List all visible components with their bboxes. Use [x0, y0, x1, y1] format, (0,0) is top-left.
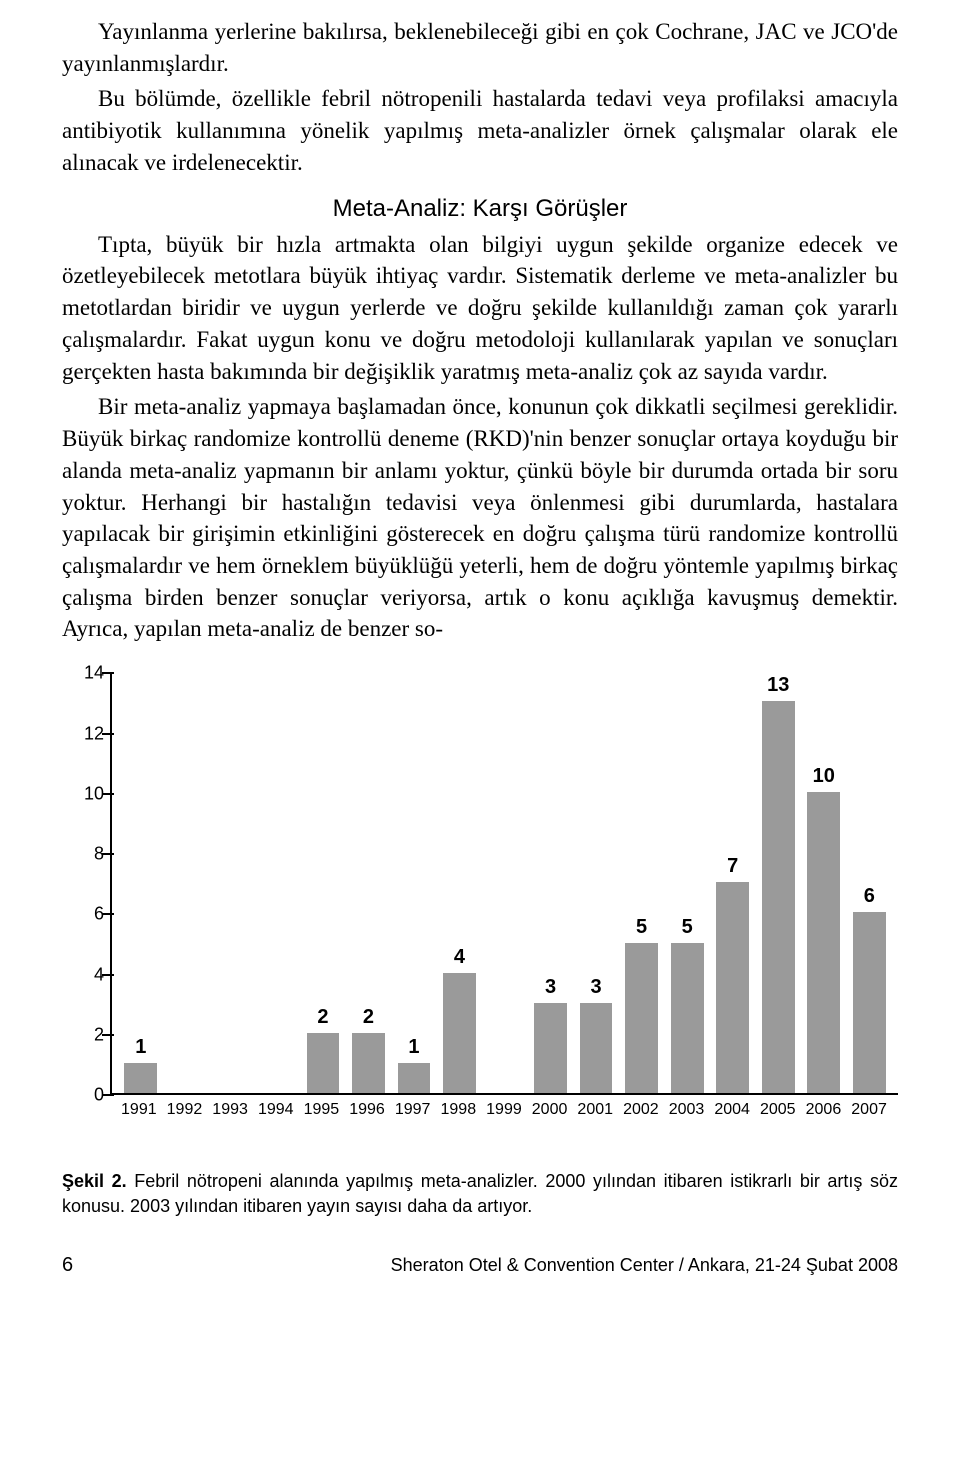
chart-y-label: 0	[68, 1085, 104, 1106]
chart-bar	[534, 1003, 567, 1093]
chart-bars-container: 1 2 2 1 4 3 3 5 5 7 13 10 6	[112, 673, 898, 1093]
paragraph-1: Yayınlanma yerlerine bakılırsa, bekleneb…	[62, 16, 898, 79]
page-footer: 6 Sheraton Otel & Convention Center / An…	[62, 1254, 898, 1277]
chart-plot-area: 122143355713106 02468101214	[110, 673, 898, 1095]
chart-x-label: 2007	[846, 1095, 892, 1123]
figure-caption: Şekil 2. Febril nötropeni alanında yapıl…	[62, 1169, 898, 1219]
chart-bar	[853, 912, 886, 1093]
chart-x-label: 2003	[664, 1095, 710, 1123]
chart-y-label: 6	[68, 904, 104, 925]
page-root: Yayınlanma yerlerine bakılırsa, bekleneb…	[0, 0, 960, 1297]
chart-bar-slot: 2	[300, 673, 346, 1093]
chart-x-label: 2004	[709, 1095, 755, 1123]
chart-x-label: 1991	[116, 1095, 162, 1123]
chart-bar-slot: 5	[619, 673, 665, 1093]
chart-bar-value-label: 3	[545, 976, 556, 999]
chart-x-label: 1999	[481, 1095, 527, 1123]
chart-bar-slot: 3	[528, 673, 574, 1093]
chart-bar-slot: 4	[437, 673, 483, 1093]
paragraph-2: Bu bölümde, özellikle febril nötropenili…	[62, 83, 898, 178]
chart-x-label: 2006	[801, 1095, 847, 1123]
footer-venue: Sheraton Otel & Convention Center / Anka…	[391, 1255, 898, 1276]
chart-bar-value-label: 1	[408, 1036, 419, 1059]
chart-bar-slot: 13	[755, 673, 801, 1093]
figure-2: 122143355713106 02468101214 199119921993…	[62, 673, 898, 1123]
chart-bar	[124, 1063, 157, 1093]
chart-bar-slot: 1	[391, 673, 437, 1093]
chart-bar	[580, 1003, 613, 1093]
chart-x-label: 2000	[527, 1095, 573, 1123]
chart-bar	[671, 943, 704, 1094]
figure-caption-lead: Şekil 2.	[62, 1171, 127, 1191]
chart-bar	[398, 1063, 431, 1093]
chart-bar-value-label: 7	[727, 855, 738, 878]
chart-bar	[352, 1033, 385, 1093]
paragraph-4: Bir meta-analiz yapmaya başlamadan önce,…	[62, 391, 898, 645]
chart-bar-value-label: 2	[317, 1006, 328, 1029]
chart-y-label: 10	[68, 783, 104, 804]
bar-chart: 122143355713106 02468101214 199119921993…	[62, 673, 898, 1123]
chart-x-label: 1998	[435, 1095, 481, 1123]
chart-bar	[625, 943, 658, 1094]
chart-bar-slot: 6	[847, 673, 893, 1093]
chart-x-label: 1996	[344, 1095, 390, 1123]
chart-bar-value-label: 5	[682, 916, 693, 939]
chart-bar-value-label: 5	[636, 916, 647, 939]
chart-bar-slot: 3	[573, 673, 619, 1093]
chart-x-label: 1997	[390, 1095, 436, 1123]
figure-caption-text: Febril nötropeni alanında yapılmış meta-…	[62, 1171, 898, 1216]
chart-bar-slot: 7	[710, 673, 756, 1093]
chart-x-label: 2002	[618, 1095, 664, 1123]
chart-x-axis-labels: 1991199219931994199519961997199819992000…	[110, 1095, 898, 1123]
chart-bar	[762, 701, 795, 1093]
chart-bar-value-label: 1	[135, 1036, 146, 1059]
chart-y-label: 4	[68, 964, 104, 985]
chart-bar	[443, 973, 476, 1094]
chart-x-label: 1994	[253, 1095, 299, 1123]
chart-bar-slot: 10	[801, 673, 847, 1093]
chart-bar-value-label: 2	[363, 1006, 374, 1029]
chart-y-label: 8	[68, 844, 104, 865]
chart-bar-slot: 2	[346, 673, 392, 1093]
chart-x-label: 1993	[207, 1095, 253, 1123]
chart-bar-value-label: 6	[864, 885, 875, 908]
chart-bar-value-label: 10	[813, 765, 835, 788]
chart-bar-slot: 5	[664, 673, 710, 1093]
chart-bar-slot	[209, 673, 255, 1093]
page-number: 6	[62, 1254, 73, 1277]
chart-bar	[716, 882, 749, 1093]
chart-bar-slot	[482, 673, 528, 1093]
chart-y-label: 2	[68, 1024, 104, 1045]
chart-bar-slot	[255, 673, 301, 1093]
chart-x-label: 2005	[755, 1095, 801, 1123]
chart-bar-slot: 1	[118, 673, 164, 1093]
chart-bar	[307, 1033, 340, 1093]
chart-x-label: 1995	[299, 1095, 345, 1123]
chart-bar-value-label: 4	[454, 946, 465, 969]
chart-bar-slot	[164, 673, 210, 1093]
chart-bar	[807, 792, 840, 1093]
chart-bar-value-label: 3	[591, 976, 602, 999]
chart-x-label: 1992	[162, 1095, 208, 1123]
section-subheading: Meta-Analiz: Karşı Görüşler	[62, 195, 898, 223]
chart-x-label: 2001	[572, 1095, 618, 1123]
chart-bar-value-label: 13	[767, 674, 789, 697]
chart-y-label: 14	[68, 663, 104, 684]
chart-y-label: 12	[68, 723, 104, 744]
paragraph-3: Tıpta, büyük bir hızla artmakta olan bil…	[62, 229, 898, 388]
